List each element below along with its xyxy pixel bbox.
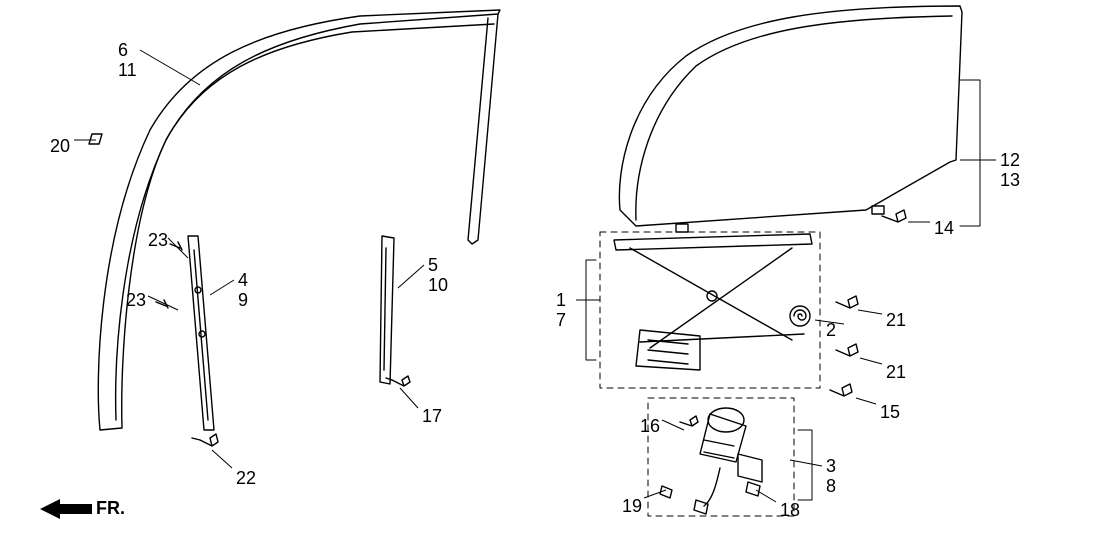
callout-3: 3	[826, 456, 836, 477]
callout-8: 8	[826, 476, 836, 497]
callout-10: 10	[428, 275, 448, 296]
callout-22: 22	[236, 468, 256, 489]
callout-17: 17	[422, 406, 442, 427]
callout-2: 2	[826, 320, 836, 341]
callout-21: 21	[886, 310, 906, 331]
callout-7: 7	[556, 310, 566, 331]
callout-9: 9	[238, 290, 248, 311]
callout-15: 15	[880, 402, 900, 423]
callout-11: 11	[118, 60, 137, 81]
callout-6: 6	[118, 40, 128, 61]
callout-16: 16	[640, 416, 660, 437]
front-direction-label: FR.	[96, 498, 125, 519]
callout-1: 1	[556, 290, 566, 311]
callout-23: 23	[126, 290, 146, 311]
callout-18: 18	[780, 500, 800, 521]
callout-20: 20	[50, 136, 70, 157]
callout-5: 5	[428, 255, 438, 276]
callout-13: 13	[1000, 170, 1020, 191]
callout-4: 4	[238, 270, 248, 291]
arrow-left-icon	[40, 499, 92, 519]
callout-14: 14	[934, 218, 954, 239]
callout-21: 21	[886, 362, 906, 383]
front-direction-indicator: FR.	[40, 498, 125, 519]
callout-23: 23	[148, 230, 168, 251]
callout-19: 19	[622, 496, 642, 517]
parts-line-art	[0, 0, 1108, 553]
callout-12: 12	[1000, 150, 1020, 171]
diagram-stage: 611 20 23 23 49 510 17 22 1213 14 17 2 21 21 15 16 38 19 1…	[0, 0, 1108, 553]
